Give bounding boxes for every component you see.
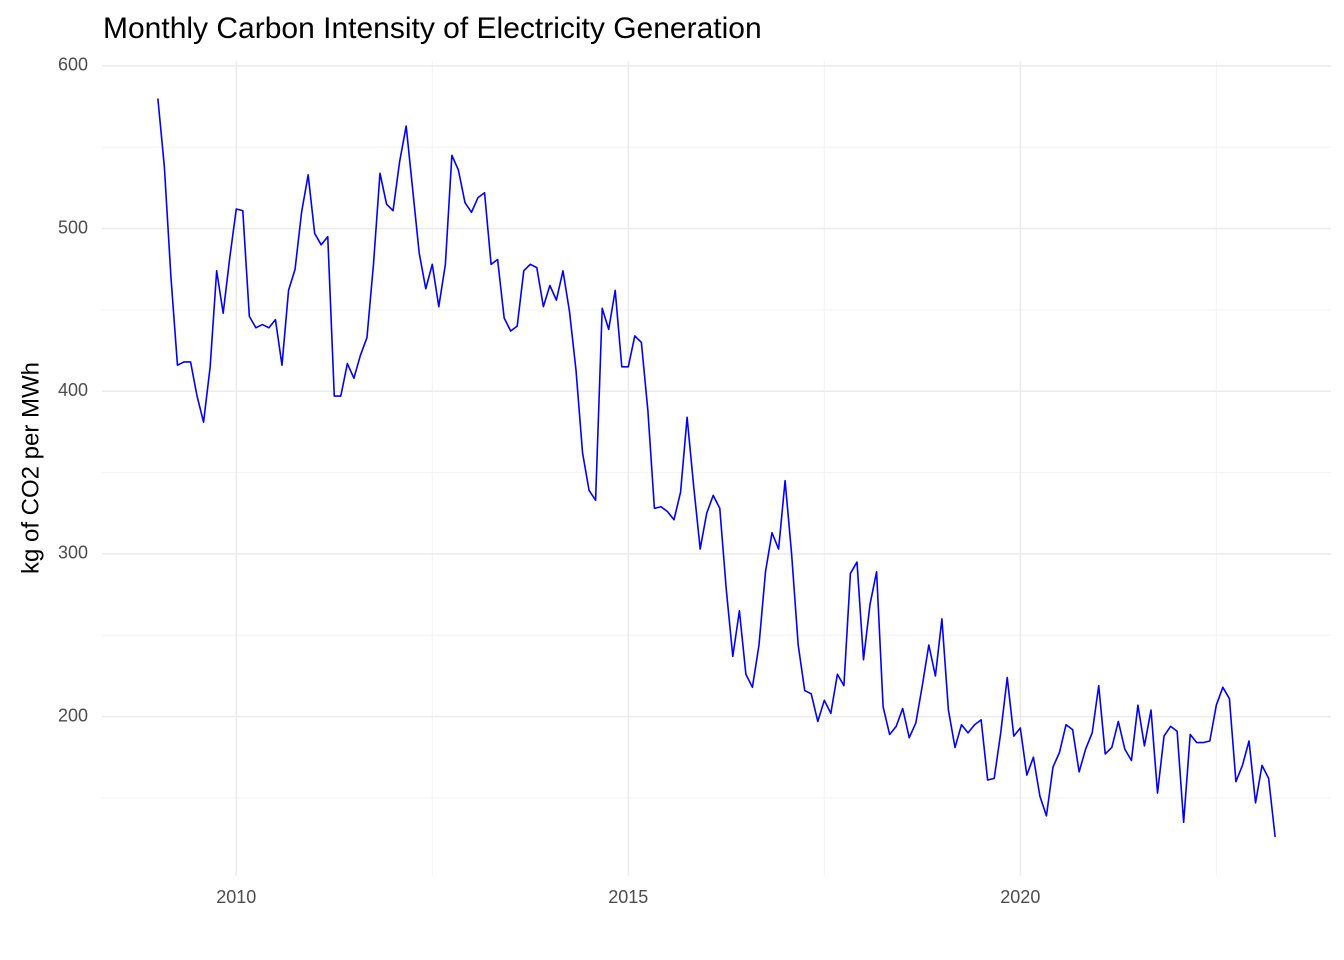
x-tick-label: 2010	[216, 887, 256, 907]
chart-title: Monthly Carbon Intensity of Electricity …	[103, 12, 762, 45]
y-tick-label: 600	[58, 55, 88, 75]
data-line	[157, 98, 1276, 838]
y-tick-label: 500	[58, 217, 88, 237]
x-tick-label: 2020	[1000, 887, 1040, 907]
y-tick-label: 200	[58, 705, 88, 725]
y-axis-label: kg of CO2 per MWh	[17, 362, 44, 574]
x-tick-label: 2015	[608, 887, 648, 907]
y-tick-label: 400	[58, 380, 88, 400]
y-tick-label: 300	[58, 543, 88, 563]
